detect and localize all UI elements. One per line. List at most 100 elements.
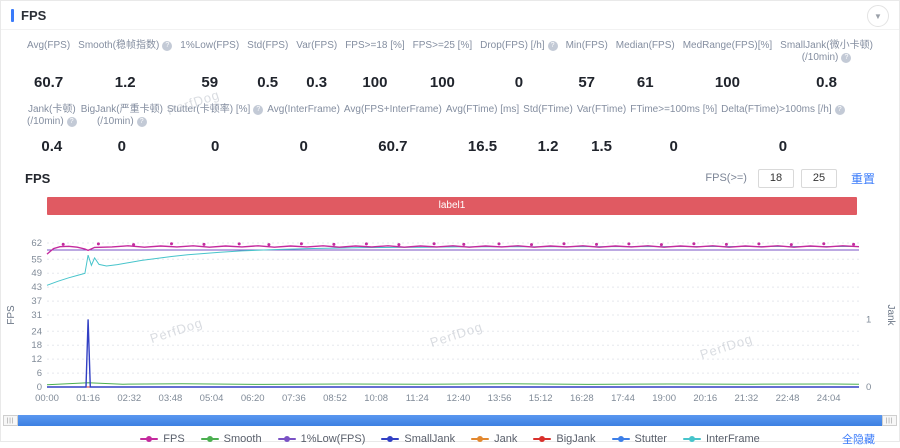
- series-marker-FPS: [757, 242, 761, 246]
- metric-label: Jank(卡顿) (/10min)?: [27, 104, 77, 130]
- metric-r2-0: Jank(卡顿) (/10min)? 0.4: [25, 104, 79, 155]
- info-icon[interactable]: ?: [841, 53, 852, 63]
- legend-item-bigjank[interactable]: BigJank: [533, 433, 596, 445]
- series-InterFrame: [46, 246, 859, 286]
- svg-text:Jank: Jank: [885, 304, 896, 326]
- metric-r1-6: FPS>=25 [%] 100: [411, 40, 474, 91]
- svg-text:07:36: 07:36: [282, 393, 306, 404]
- svg-text:12: 12: [31, 354, 42, 365]
- metric-label: FTime>=100ms [%]: [630, 104, 717, 130]
- metric-label-line: Var(FPS): [296, 40, 338, 51]
- metric-label-line: Stutter(卡顿率) [%]?: [167, 104, 264, 116]
- legend-item-smalljank[interactable]: SmallJank: [381, 433, 455, 445]
- metric-label: Smooth(稳帧指数)?: [78, 40, 173, 66]
- series-Smooth: [46, 382, 860, 386]
- info-icon[interactable]: ?: [162, 41, 173, 51]
- legend-item-jank[interactable]: Jank: [471, 433, 517, 445]
- scrollbar-right-grip[interactable]: |||: [882, 415, 897, 426]
- svg-text:62: 62: [31, 238, 42, 249]
- metric-label: Median(FPS): [616, 40, 675, 66]
- metric-value: 1.5: [591, 138, 612, 155]
- metric-value: 0: [299, 138, 308, 155]
- metric-r2-7: Var(FTime) 1.5: [575, 104, 628, 155]
- metric-r2-9: Delta(FTime)>100ms [/h]? 0: [719, 104, 847, 155]
- legend-item-stutter[interactable]: Stutter: [611, 433, 667, 445]
- metric-value: 0: [778, 138, 788, 155]
- metric-value: 0.3: [306, 74, 328, 91]
- fps-max-input[interactable]: [800, 168, 837, 188]
- svg-text:06:20: 06:20: [241, 393, 265, 404]
- legend-item-fps[interactable]: FPS: [140, 433, 185, 445]
- stats-section: Avg(FPS) 60.7 Smooth(稳帧指数)? 1.2 1%Low(FPS) 59…: [1, 30, 899, 161]
- legend-item-smooth[interactable]: Smooth: [200, 433, 262, 445]
- metric-r1-1: Smooth(稳帧指数)? 1.2: [76, 40, 174, 91]
- metric-label-line: Delta(FTime)>100ms [/h]?: [721, 104, 845, 116]
- metric-value: 1.2: [114, 74, 136, 91]
- series-marker-FPS: [595, 242, 598, 246]
- metric-label-line: SmallJank(微小卡顿): [780, 40, 873, 51]
- metric-label-line: Drop(FPS) [/h]?: [480, 40, 558, 52]
- scrollbar-track[interactable]: [18, 415, 882, 426]
- info-icon[interactable]: ?: [834, 105, 845, 115]
- series-marker-FPS: [789, 243, 793, 247]
- svg-text:24:04: 24:04: [817, 393, 841, 404]
- metric-label-line: Std(FPS): [247, 40, 289, 51]
- legend-item-interframe[interactable]: InterFrame: [682, 433, 760, 445]
- metric-r1-3: Std(FPS) 0.5: [245, 40, 290, 91]
- series-marker-FPS: [237, 242, 241, 246]
- svg-text:03:48: 03:48: [159, 393, 183, 404]
- svg-text:0: 0: [37, 382, 42, 393]
- scrollbar-left-grip[interactable]: |||: [3, 415, 18, 426]
- fps-chart[interactable]: 0 6 12 18 24 31 37 43 49 55 62 0 1 00:00 01:16 02:32 03:…: [1, 87, 900, 411]
- info-icon[interactable]: ?: [547, 41, 558, 51]
- metric-label: Delta(FTime)>100ms [/h]?: [721, 104, 845, 130]
- svg-text:05:04: 05:04: [200, 393, 224, 404]
- legend-item-label: SmallJank: [404, 433, 456, 445]
- legend-series-icon: [471, 435, 490, 443]
- series-marker-FPS: [170, 242, 173, 246]
- metric-label-line: Median(FPS): [615, 40, 675, 51]
- metric-label: FPS>=25 [%]: [413, 40, 472, 66]
- metric-value: 1.2: [537, 138, 559, 155]
- legend-series-icon: [611, 435, 630, 443]
- chart-controls: FPS(>=) 重置: [705, 168, 875, 188]
- metric-value: 59: [201, 74, 219, 91]
- metric-label: FPS>=18 [%]: [345, 40, 404, 66]
- metric-label-line: BigJank(严重卡顿): [80, 104, 163, 115]
- metric-label-line: Min(FPS): [565, 40, 608, 51]
- metric-r1-8: Min(FPS) 57: [564, 40, 610, 91]
- legend-series-icon: [140, 435, 159, 443]
- series-marker-FPS: [692, 242, 696, 246]
- metric-label: Var(FTime): [577, 104, 626, 130]
- metric-value: 0: [514, 74, 524, 91]
- metric-value: 16.5: [467, 138, 498, 155]
- fps-min-input[interactable]: [757, 168, 794, 188]
- info-icon[interactable]: ?: [136, 117, 147, 127]
- info-icon[interactable]: ?: [66, 117, 77, 127]
- metric-value: 0.8: [816, 74, 837, 91]
- metric-value: 0.4: [41, 138, 63, 155]
- hide-all-link[interactable]: 全隐藏: [842, 434, 875, 446]
- svg-text:12:40: 12:40: [447, 393, 471, 404]
- svg-text:FPS: FPS: [6, 305, 17, 325]
- series-marker-FPS: [432, 242, 436, 246]
- collapse-button[interactable]: ▼: [867, 5, 889, 27]
- legend-item-label: InterFrame: [705, 433, 760, 445]
- scrollbar-thumb[interactable]: [18, 415, 882, 426]
- fps-chart-svg[interactable]: 0 6 12 18 24 31 37 43 49 55 62 0 1 00:00 01:16 02:32 03:…: [1, 215, 900, 411]
- svg-text:49: 49: [31, 268, 42, 279]
- svg-text:08:52: 08:52: [323, 393, 347, 404]
- metric-r1-0: Avg(FPS) 60.7: [25, 40, 72, 91]
- metric-value: 0: [210, 138, 220, 155]
- reset-link[interactable]: 重置: [850, 171, 875, 186]
- metric-value: 60.7: [378, 138, 408, 155]
- series-marker-FPS: [61, 242, 65, 246]
- series-marker-FPS: [852, 242, 856, 246]
- metric-label: Min(FPS): [566, 40, 608, 66]
- legend-item-1-low-fps-[interactable]: 1%Low(FPS): [277, 433, 365, 445]
- metric-label: Drop(FPS) [/h]?: [480, 40, 558, 66]
- series-marker-FPS: [724, 242, 728, 246]
- series-marker-FPS: [530, 243, 533, 247]
- chart-legend: FPS Smooth 1%Low(FPS) SmallJank Jank BigJank S…: [1, 430, 899, 448]
- info-icon[interactable]: ?: [253, 105, 264, 115]
